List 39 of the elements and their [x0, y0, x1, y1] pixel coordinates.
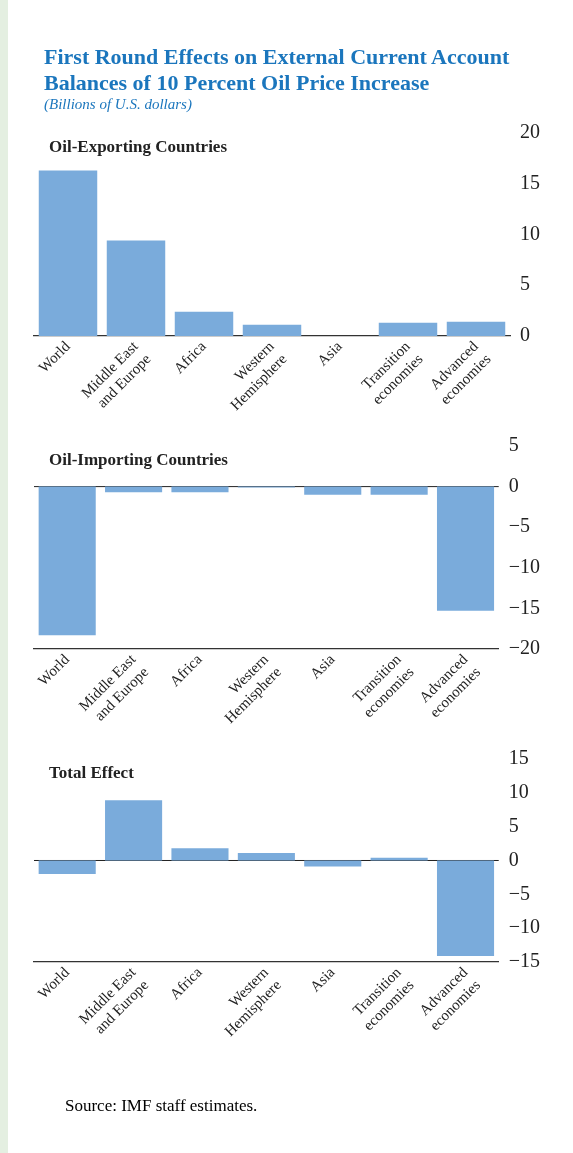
y-tick-label: −15: [508, 595, 540, 618]
source-note: Source: IMF staff estimates.: [64, 1096, 259, 1116]
chart-title: Total Effect: [49, 762, 135, 782]
text: (Billions of U.S. dollars): [43, 96, 193, 113]
chart-title: Oil-Exporting Countries: [49, 136, 228, 156]
y-tick-label: −5: [508, 881, 530, 904]
y-tick-label: 5: [508, 433, 519, 456]
y-tick-label: 15: [520, 171, 540, 193]
y-tick-label: 10: [508, 780, 529, 803]
x-tick-label: Asia: [314, 337, 346, 369]
y-tick-label: 5: [508, 813, 519, 836]
bar: [106, 240, 166, 336]
y-tick-label: 0: [520, 323, 530, 346]
bar: [38, 170, 98, 336]
bar: [38, 860, 96, 875]
text: First Round Effects on External Current Account Balances of 10 Percent Oil Price Increase: [43, 44, 511, 96]
bar: [171, 848, 229, 861]
bar: [174, 311, 234, 336]
y-tick-label: −15: [508, 949, 540, 972]
bar: [105, 800, 163, 861]
bar: [446, 321, 506, 336]
bar: [242, 324, 302, 336]
y-tick-label: 20: [520, 120, 540, 143]
y-tick-label: 0: [508, 847, 519, 870]
y-tick-label: 0: [508, 473, 519, 496]
bar: [304, 860, 362, 867]
y-tick-label: 10: [520, 221, 540, 244]
chart-title: Oil-Importing Countries: [49, 449, 229, 469]
y-tick-label: 15: [508, 746, 529, 769]
bar: [436, 860, 495, 956]
x-tick-label: Asia: [306, 963, 338, 995]
bar: [237, 853, 295, 861]
y-tick-label: −5: [508, 514, 530, 537]
y-tick-label: −20: [508, 636, 540, 659]
x-tick-label: Asia: [306, 650, 338, 682]
y-tick-label: −10: [508, 555, 540, 578]
y-tick-label: −10: [508, 915, 540, 938]
y-tick-label: 5: [520, 272, 530, 295]
bar: [378, 322, 438, 336]
